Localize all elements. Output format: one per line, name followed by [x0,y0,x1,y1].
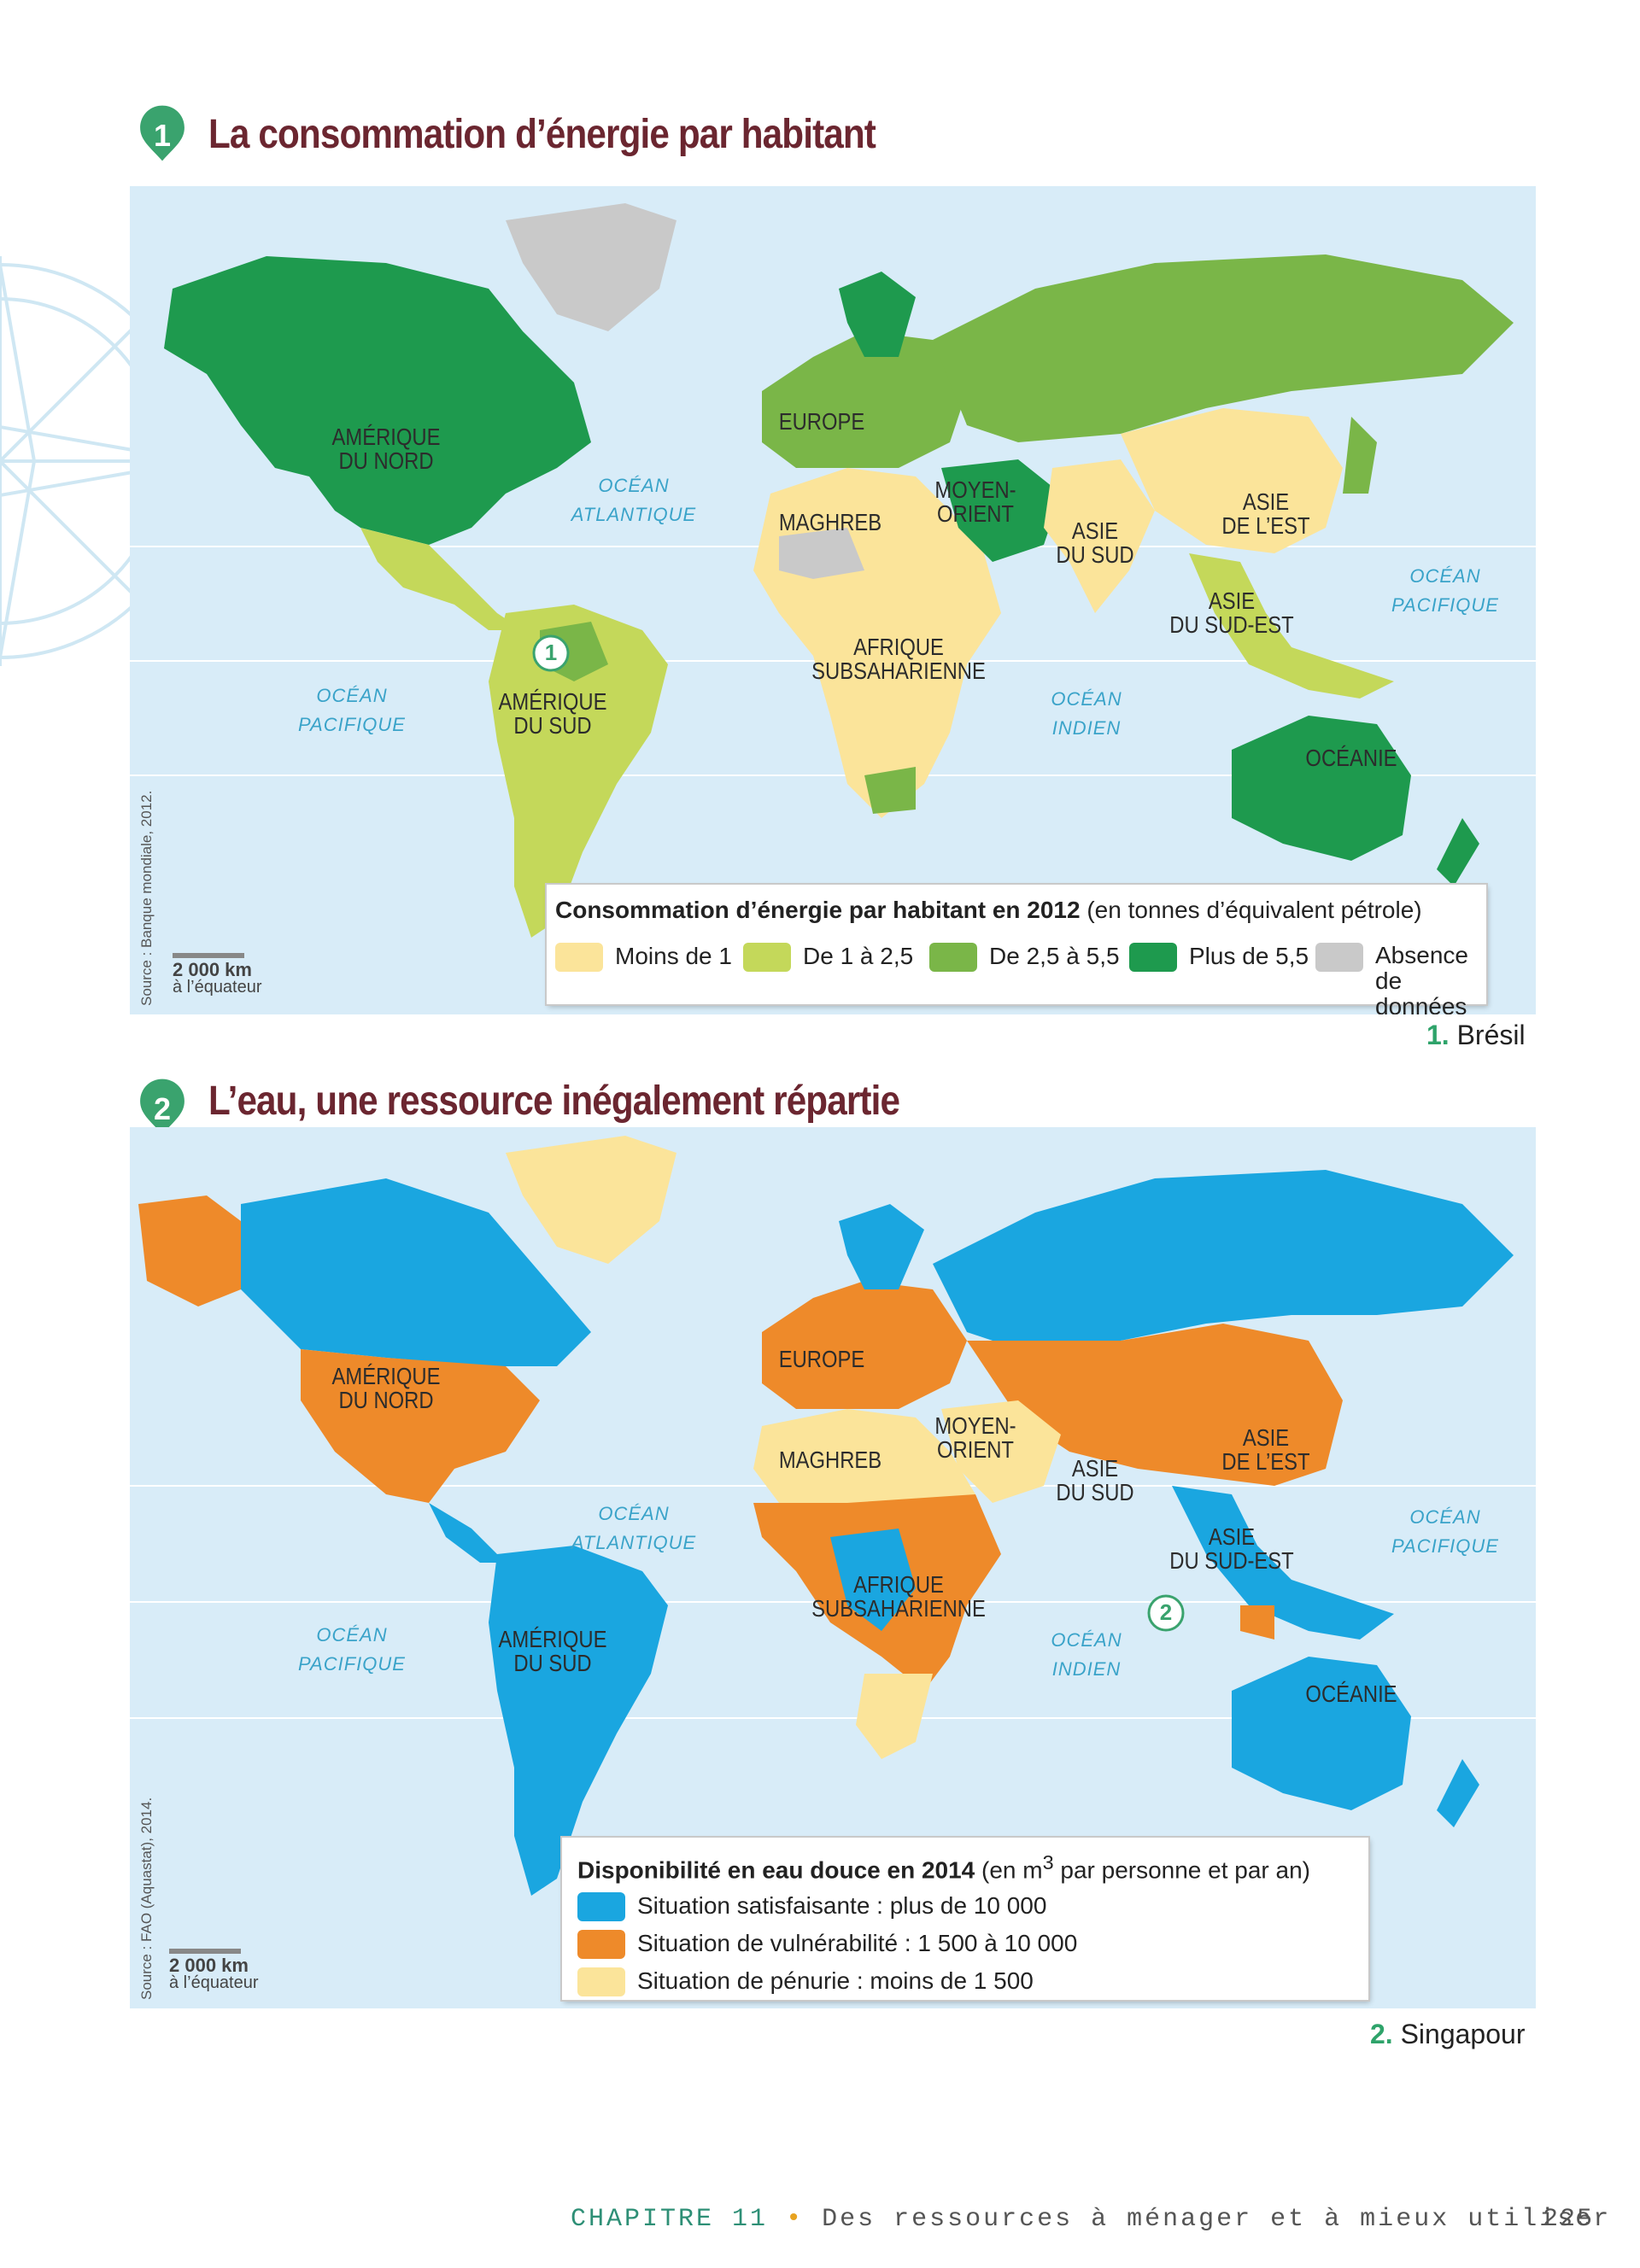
map2-ocean-atlantic: OCÉAN ATLANTIQUE [571,1503,697,1553]
map2-label-southeast-asia: ASIE DU SUD-EST [1169,1523,1294,1574]
map2-source: Source : FAO (Aquastat), 2014. [138,1797,155,2000]
map2-caption: 2. Singapour [1370,2019,1526,2049]
map1-label-maghreb: MAGHREB [778,509,882,535]
map2-singapore-marker [1147,1594,1185,1632]
map2-label-maghreb: MAGHREB [778,1447,882,1473]
map1-title: La consommation d’énergie par habitant [208,112,876,157]
map2-label-south-america: AMÉRIQUE DU SUD [498,1626,607,1676]
map2-number: 2 [153,1091,172,1126]
map2-label-subsaharan-africa: AFRIQUE SUBSAHARIENNE [811,1571,986,1622]
map2-number-badge [140,1078,184,1135]
map2-alaska [138,1195,241,1306]
map1-legend-item-lt1: Moins de 1 [555,943,732,972]
map1-scale-note: à l’équateur [173,978,262,997]
map2-canada [241,1178,591,1366]
map2-label-middle-east: MOYEN- ORIENT [934,1412,1016,1463]
map2-title: L’eau, une ressource inégalement réparti… [208,1078,900,1124]
map1-label-south-america: AMÉRIQUE DU SUD [498,688,607,739]
map1-south-america [489,605,668,938]
map2-usa-mexico [301,1349,540,1503]
map1-ocean-indian: OCÉAN INDIEN [1051,688,1122,739]
map1-legend-title: Consommation d’énergie par habitant en 2… [555,897,1422,923]
map2-europe [762,1281,967,1409]
map1-label-subsaharan-africa: AFRIQUE SUBSAHARIENNE [811,634,986,684]
map1-scale-km: 2 000 km [173,959,252,980]
map2-southeast-asia [1172,1486,1394,1640]
map2-label-north-america: AMÉRIQUE DU NORD [331,1363,441,1413]
map2-ocean-pacific-east: OCÉAN PACIFIQUE [1391,1506,1499,1557]
map2-ocean-indian: OCÉAN INDIEN [1051,1629,1122,1680]
map1-number-badge [140,105,184,161]
map2-label-europe: EUROPE [778,1346,865,1372]
map2-legend-item-vulnerable: Situation de vulnérabilité : 1 500 à 10 … [577,1930,1077,1959]
map2-legend-item-shortage: Situation de pénurie : moins de 1 500 [577,1967,1034,1996]
map1-legend: Consommation d’énergie par habitant en 2… [547,885,1486,1014]
map1-scale-bar [173,953,244,958]
map1-label-europe: EUROPE [778,408,865,435]
map2-frame: AMÉRIQUE DU NORD EUROPE MOYEN- ORIENT MA… [130,1127,1536,2008]
page-footer: CHAPITRE 11 • Des ressources à ménager e… [571,2205,1611,2234]
map1-marker-number: 1 [544,640,558,665]
map1-label-north-america: AMÉRIQUE DU NORD [331,424,441,474]
map2-greenland [506,1136,676,1264]
map2-marker-number: 2 [1159,1599,1173,1625]
map2-label-east-asia: ASIE DE L’EST [1221,1424,1310,1475]
map2-scale-note: à l’équateur [169,1973,259,1992]
map1-label-oceania: OCÉANIE [1305,745,1397,771]
map1-ocean-pacific-east: OCÉAN PACIFIQUE [1391,565,1499,616]
footer-separator: • [786,2205,805,2234]
map1-greenland [506,203,676,331]
map1-central-america [360,528,523,630]
map2-scale: 2 000 km à l’équateur [169,1949,259,1991]
map2-scale-bar [169,1949,241,1954]
map1-middle-east [941,459,1061,562]
map1-australia [1232,716,1411,861]
map1-legend-item-2-5-5-5: De 2,5 à 5,5 [929,943,1120,972]
map2-scale-km: 2 000 km [169,1955,249,1976]
map2-world-map [130,1136,1536,1896]
map2-russia [933,1170,1514,1349]
map2-legend-title: Disponibilité en eau douce en 2014 (en m… [577,1851,1311,1884]
map1-source: Source : Banque mondiale, 2012. [138,790,155,1006]
footer-title: Des ressources à ménager et à mieux util… [822,2205,1612,2234]
map1-legend-item-gt5-5: Plus de 5,5 [1129,943,1309,972]
map1-east-asia [1121,408,1343,553]
map1-legend-item-1-2-5: De 1 à 2,5 [743,943,913,972]
map1-brazil-marker [532,634,570,672]
map2-australia [1232,1657,1411,1810]
map2-middle-east [941,1400,1061,1503]
map2-label-oceania: OCÉANIE [1305,1681,1397,1707]
map1-label-east-asia: ASIE DE L’EST [1221,488,1310,539]
map2-south-america [489,1546,668,1896]
map1-ocean-atlantic: OCÉAN ATLANTIQUE [571,475,697,525]
map1-south-asia [1044,459,1155,613]
page-number: 225 [1543,2205,1595,2234]
map1-scale: 2 000 km à l’équateur [173,953,262,996]
map2-north-africa [753,1409,975,1503]
map1-russia [933,254,1514,442]
footer-chapter: CHAPITRE 11 [571,2205,769,2234]
map2-label-south-asia: ASIE DU SUD [1056,1455,1134,1505]
map1-label-south-asia: ASIE DU SUD [1056,517,1134,568]
map1-caption: 1. Brésil [1426,1020,1526,1050]
map1-southeast-asia [1189,553,1394,699]
map1-frame: AMÉRIQUE DU NORD EUROPE MOYEN- ORIENT MA… [130,186,1536,1014]
map2-legend-item-satisfying: Situation satisfaisante : plus de 10 000 [577,1892,1046,1921]
map1-number: 1 [153,118,172,153]
map1-north-america [164,256,591,545]
map2-asia [967,1324,1343,1486]
map2-ocean-pacific-west: OCÉAN PACIFIQUE [298,1624,406,1675]
map2-legend: Disponibilité en eau douce en 2014 (en m… [562,1838,1368,2000]
map1-label-southeast-asia: ASIE DU SUD-EST [1169,587,1294,638]
map1-label-middle-east: MOYEN- ORIENT [934,476,1016,527]
map1-europe [762,331,967,468]
map1-ocean-pacific-west: OCÉAN PACIFIQUE [298,685,406,735]
map1-legend-item-no-data: Absence de données [1315,943,1486,1014]
